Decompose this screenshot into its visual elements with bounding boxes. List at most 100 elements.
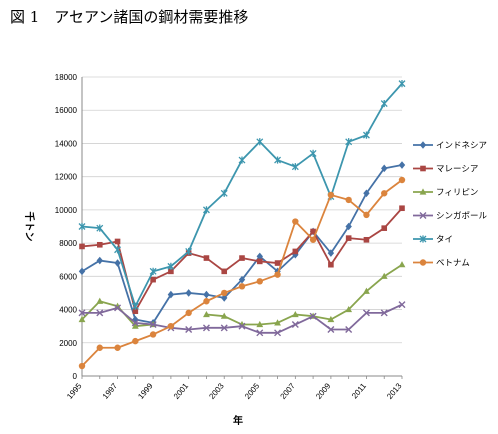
point-marker — [185, 247, 193, 256]
point-marker — [96, 224, 104, 232]
point-marker — [114, 304, 122, 312]
series-line — [82, 303, 403, 334]
legend-entry: シンガポール — [413, 211, 488, 222]
point-marker — [420, 165, 426, 172]
point-marker — [203, 255, 210, 261]
y-axis-title: 千トン — [23, 212, 36, 242]
x-tick-label: 1997 — [101, 381, 120, 401]
point-marker — [398, 176, 406, 184]
point-marker — [238, 322, 246, 330]
point-marker — [345, 138, 353, 146]
x-tick-label: 1999 — [136, 381, 155, 401]
point-marker — [167, 262, 175, 270]
point-marker — [380, 99, 388, 108]
point-marker — [78, 222, 86, 231]
x-axis-title: 年 — [233, 414, 243, 427]
point-marker — [380, 272, 388, 279]
series-lines — [78, 80, 406, 370]
x-tick-label: 2005 — [243, 381, 262, 401]
point-marker — [363, 287, 370, 294]
point-marker — [114, 246, 122, 254]
point-marker — [78, 309, 86, 317]
point-marker — [149, 321, 157, 329]
point-marker — [202, 324, 210, 332]
point-marker — [202, 206, 210, 214]
point-marker — [167, 322, 175, 330]
y-tick-label: 18000 — [55, 73, 78, 82]
point-marker — [419, 235, 427, 243]
point-marker — [114, 302, 121, 309]
point-marker — [381, 164, 388, 173]
point-marker — [96, 241, 103, 248]
legend-label: タイ — [436, 235, 453, 245]
point-marker — [309, 312, 317, 320]
point-marker — [256, 252, 263, 261]
x-tick-label: 2009 — [314, 381, 333, 401]
series-6 — [78, 176, 406, 370]
point-marker — [221, 294, 228, 302]
point-marker — [291, 321, 299, 329]
y-tick-label: 2000 — [59, 339, 77, 348]
point-marker — [256, 138, 264, 146]
legend-entry: マレーシア — [413, 165, 478, 175]
series-line — [81, 179, 403, 367]
y-tick-label: 16000 — [55, 106, 78, 115]
point-marker — [292, 218, 299, 225]
x-tick-label: 2013 — [385, 381, 404, 401]
point-marker — [419, 212, 427, 219]
legend-label: マレーシア — [436, 165, 478, 175]
point-marker — [398, 80, 406, 88]
series-4 — [78, 301, 406, 337]
point-marker — [363, 236, 370, 243]
point-marker — [167, 290, 175, 299]
point-marker — [380, 309, 388, 317]
point-marker — [79, 243, 85, 250]
point-marker — [168, 268, 174, 275]
legend-label: インドネシア — [436, 141, 487, 151]
point-marker — [292, 248, 299, 255]
point-marker — [96, 256, 103, 265]
point-marker — [131, 319, 139, 327]
point-marker — [291, 163, 299, 171]
point-marker — [78, 267, 86, 276]
point-marker — [381, 190, 388, 197]
point-marker — [398, 261, 406, 268]
y-tick-label: 14000 — [55, 139, 78, 148]
point-marker — [345, 196, 352, 204]
point-marker — [362, 309, 370, 317]
point-marker — [398, 161, 406, 169]
point-marker — [132, 315, 139, 324]
point-marker — [362, 131, 370, 139]
point-marker — [220, 189, 228, 197]
y-tick-labels: 0 2000 4000 6000 8000 10000 12000 14000 16000 180… — [55, 73, 78, 381]
point-marker — [150, 276, 156, 283]
point-marker — [220, 324, 228, 332]
point-marker — [256, 258, 263, 265]
point-marker — [238, 156, 246, 164]
point-marker — [114, 238, 121, 245]
point-marker — [345, 222, 352, 231]
y-tick-label: 4000 — [59, 306, 77, 315]
figure-title: 図 1 アセアン諸国の鋼材需要推移 — [10, 8, 249, 26]
legend-entry: ベトナム — [413, 259, 470, 269]
legend-entry: フィリピン — [413, 188, 478, 198]
x-tick-label: 2003 — [207, 381, 226, 401]
legend-label: ベトナム — [436, 259, 470, 269]
point-marker — [419, 188, 427, 195]
point-marker — [398, 301, 406, 309]
point-marker — [132, 308, 139, 315]
series-line — [206, 263, 403, 326]
point-marker — [309, 236, 317, 243]
point-marker — [238, 283, 246, 290]
point-marker — [114, 344, 121, 351]
point-marker — [381, 225, 388, 231]
point-marker — [256, 278, 263, 285]
point-marker — [327, 249, 335, 257]
point-marker — [345, 305, 353, 313]
series-line — [81, 164, 403, 324]
point-marker — [419, 141, 427, 149]
legend-entry: タイ — [413, 235, 453, 245]
point-marker — [328, 261, 334, 268]
